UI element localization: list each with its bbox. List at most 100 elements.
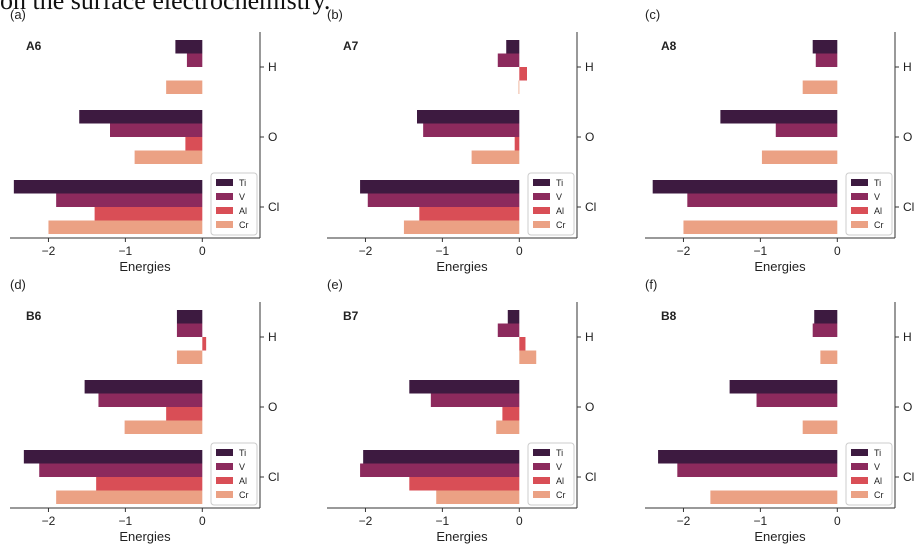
bar-o-v <box>423 123 520 137</box>
chart-panel-b6: (d) B6 H O Cl −2 −1 0 Energies Ti V Al Cr <box>10 277 279 544</box>
legend-label-ti: Ti <box>556 448 563 458</box>
bar-cl-ti <box>23 450 203 464</box>
x-tick-label: 0 <box>199 514 206 528</box>
legend: Ti V Al Cr <box>845 442 893 506</box>
legend-label-v: V <box>239 462 245 472</box>
legend-swatch-cr <box>533 491 550 498</box>
bar-o-al <box>185 137 203 151</box>
legend-frame <box>527 172 575 236</box>
legend-swatch-cr <box>533 221 550 228</box>
bar-o-ti <box>79 110 203 124</box>
legend-swatch-al <box>851 477 868 484</box>
caption-text-fragment: on the surface electrochemistry. <box>0 0 331 15</box>
bar-cl-v <box>39 463 203 477</box>
legend-swatch-v <box>533 193 550 200</box>
bar-cl-ti <box>360 180 520 194</box>
y-tick-label: H <box>903 330 912 344</box>
bar-h-cr <box>518 80 520 94</box>
legend-swatch-v <box>851 193 868 200</box>
legend-swatch-v <box>216 463 233 470</box>
x-tick-label: 0 <box>199 244 206 258</box>
x-tick-label: −2 <box>677 514 691 528</box>
bar-cl-cr <box>710 490 838 504</box>
bar-cl-v <box>56 193 203 207</box>
y-tick-label: H <box>585 330 594 344</box>
x-axis-label: Energies <box>436 529 488 544</box>
x-tick-label: −1 <box>754 514 768 528</box>
x-tick-label: −2 <box>359 244 373 258</box>
bar-o-cr <box>761 150 838 164</box>
legend-swatch-cr <box>216 221 233 228</box>
bar-o-v <box>756 393 838 407</box>
bar-h-ti <box>506 40 520 54</box>
x-axis-label: Energies <box>119 259 171 274</box>
bar-h-v <box>186 53 203 67</box>
panel-label: (e) <box>327 277 343 292</box>
y-tick-label: H <box>268 60 277 74</box>
bar-h-v <box>497 53 520 67</box>
bar-cl-cr <box>403 220 520 234</box>
y-tick-label: O <box>903 400 912 414</box>
bar-h-ti <box>812 40 838 54</box>
chart-panel-a7: (b) A7 H O Cl −2 −1 0 Energies Ti V Al Cr <box>327 7 596 274</box>
legend-swatch-al <box>533 207 550 214</box>
panel-title: A6 <box>26 39 42 53</box>
legend-swatch-v <box>216 193 233 200</box>
bar-cl-v <box>360 463 520 477</box>
y-tick-label: O <box>585 130 594 144</box>
bar-h-ti <box>176 310 203 324</box>
legend-label-ti: Ti <box>874 448 881 458</box>
y-tick-label: Cl <box>268 470 279 484</box>
y-tick-label: O <box>585 400 594 414</box>
x-tick-label: −2 <box>359 514 373 528</box>
chart-panel-a8: (c) A8 H O Cl −2 −1 0 Energies Ti V Al Cr <box>645 7 914 274</box>
bar-cl-al <box>94 207 203 221</box>
legend: Ti V Al Cr <box>527 442 575 506</box>
legend-label-cr: Cr <box>874 490 884 500</box>
legend: Ti V Al Cr <box>845 172 893 236</box>
y-tick-label: O <box>903 130 912 144</box>
legend-swatch-v <box>851 463 868 470</box>
y-tick-label: H <box>268 330 277 344</box>
panel-title: A7 <box>343 39 359 53</box>
x-axis-label: Energies <box>754 259 806 274</box>
x-axis-label: Energies <box>436 259 488 274</box>
bar-h-ti <box>175 40 203 54</box>
panel-title: B7 <box>343 309 359 323</box>
bar-h-v <box>815 53 838 67</box>
legend-label-ti: Ti <box>239 448 246 458</box>
legend-label-al: Al <box>239 476 247 486</box>
legend-label-cr: Cr <box>874 220 884 230</box>
bar-o-cr <box>134 150 203 164</box>
legend-label-al: Al <box>556 476 564 486</box>
legend: Ti V Al Cr <box>527 172 575 236</box>
bar-o-v <box>430 393 520 407</box>
bar-h-v <box>497 323 520 337</box>
panel-label: (c) <box>645 7 660 22</box>
bar-h-cr <box>176 350 203 364</box>
bar-o-cr <box>496 420 520 434</box>
x-tick-label: −2 <box>677 244 691 258</box>
bar-cl-cr <box>56 490 203 504</box>
panel-title: A8 <box>661 39 677 53</box>
chart-panel-a6: (a) A6 H O Cl −2 −1 0 Energies Ti V Al Cr <box>10 7 279 274</box>
legend-label-cr: Cr <box>556 220 566 230</box>
bar-o-v <box>98 393 203 407</box>
y-tick-label: Cl <box>585 470 596 484</box>
legend-frame <box>210 172 258 236</box>
y-tick-label: H <box>903 60 912 74</box>
legend-label-cr: Cr <box>556 490 566 500</box>
bar-cl-cr <box>683 220 838 234</box>
bar-o-cr <box>124 420 203 434</box>
bar-o-ti <box>417 110 520 124</box>
bar-o-ti <box>720 110 838 124</box>
y-tick-label: Cl <box>268 200 279 214</box>
x-tick-label: 0 <box>516 514 523 528</box>
x-axis-label: Energies <box>754 529 806 544</box>
bar-h-cr <box>820 350 838 364</box>
legend: Ti V Al Cr <box>210 172 258 236</box>
legend-label-al: Al <box>874 206 882 216</box>
legend-label-v: V <box>556 192 562 202</box>
x-tick-label: −1 <box>436 514 450 528</box>
legend-swatch-ti <box>533 179 550 186</box>
